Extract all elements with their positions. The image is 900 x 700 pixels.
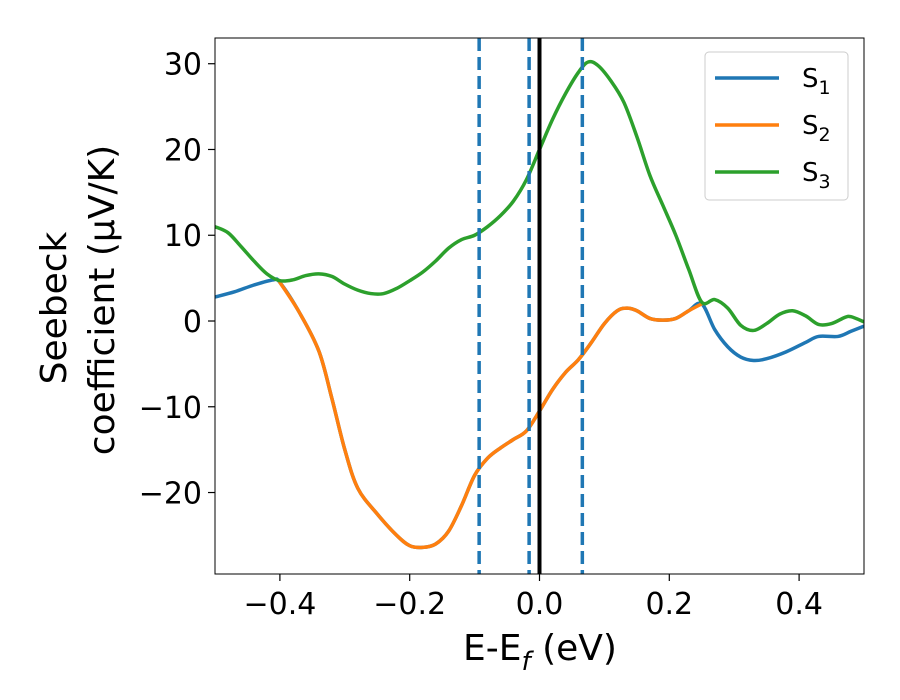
series-lines: [215, 59, 864, 550]
series-line-s2: [278, 280, 704, 550]
legend-label-s2: S2: [802, 111, 831, 146]
y-axis-label-line1: Seebeck: [34, 231, 75, 384]
series-line-s3: [215, 59, 864, 333]
x-tick-label: 0.4: [775, 587, 823, 622]
reference-lines: [477, 38, 585, 574]
x-tick-label: −0.2: [373, 587, 446, 622]
y-tick-label: 20: [164, 133, 202, 168]
y-tick-label: 30: [164, 48, 202, 83]
x-tick-label: −0.4: [243, 587, 316, 622]
y-tick-label: 0: [183, 305, 202, 340]
y-axis-label: Seebeck coefficient (μV/K): [34, 145, 123, 455]
y-tick-label: −10: [139, 391, 202, 426]
y-axis-label-line2: coefficient (μV/K): [82, 145, 123, 455]
x-axis-label: E-Ef (eV): [463, 628, 617, 677]
x-axis-ticks: −0.4 −0.2 0.0 0.2 0.4: [243, 574, 823, 622]
legend: S1 S2 S3: [704, 51, 849, 201]
y-tick-label: −20: [139, 477, 202, 512]
y-axis-ticks: −20 −10 0 10 20 30: [139, 48, 215, 512]
y-tick-label: 10: [164, 219, 202, 254]
legend-label-s1: S1: [802, 64, 831, 99]
x-tick-label: 0.2: [645, 587, 693, 622]
legend-label-s3: S3: [802, 158, 831, 193]
x-tick-label: 0.0: [516, 587, 564, 622]
